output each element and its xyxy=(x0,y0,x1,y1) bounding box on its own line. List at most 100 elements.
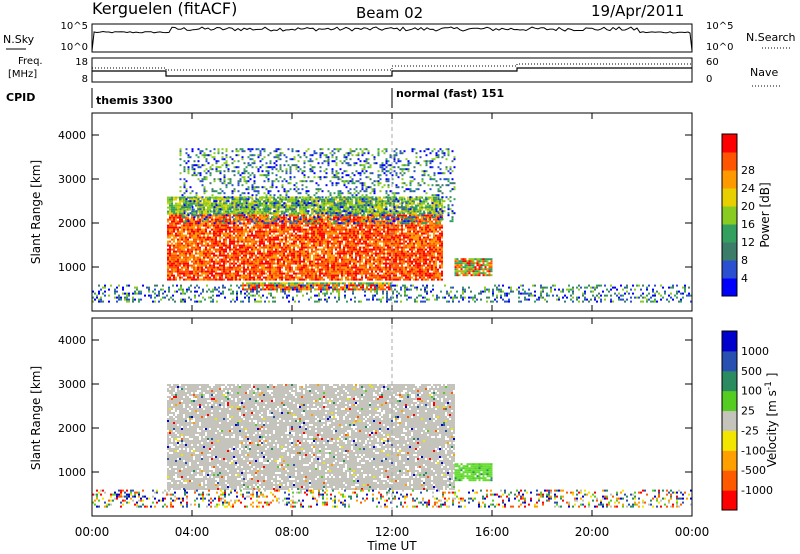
power-cell xyxy=(363,248,365,251)
power-cell xyxy=(251,262,253,265)
power-cell xyxy=(415,216,417,219)
power-cell xyxy=(429,204,431,207)
power-cell xyxy=(283,222,285,225)
power-cell xyxy=(215,212,217,215)
power-cell xyxy=(311,200,313,203)
power-cell xyxy=(169,246,171,249)
power-cell xyxy=(251,250,253,253)
power-cell xyxy=(303,260,305,263)
power-cell xyxy=(415,246,417,249)
power-cell xyxy=(205,250,207,253)
power-cell xyxy=(235,226,237,229)
power-cell xyxy=(385,264,387,267)
power-cell xyxy=(327,198,329,201)
power-cell xyxy=(219,234,221,237)
power-cell xyxy=(409,228,411,231)
power-cell xyxy=(437,272,439,275)
power-cell xyxy=(251,208,253,211)
power-cell xyxy=(393,226,395,229)
power-cell xyxy=(211,210,213,213)
power-cell xyxy=(415,264,417,267)
power-cell xyxy=(281,270,283,273)
power-cell xyxy=(201,202,203,205)
power-cell xyxy=(187,224,189,227)
power-cell xyxy=(331,254,333,257)
power-cell xyxy=(389,258,391,261)
power-cell xyxy=(301,200,303,203)
power-cell xyxy=(217,250,219,253)
power-cell xyxy=(433,270,435,273)
power-cell xyxy=(339,272,341,275)
power-cell xyxy=(177,206,179,209)
power-cell xyxy=(263,256,265,259)
power-cell xyxy=(319,238,321,241)
power-cell xyxy=(393,256,395,259)
power-cell xyxy=(419,240,421,243)
power-cell xyxy=(421,258,423,261)
power-cell xyxy=(291,196,293,199)
power-cell xyxy=(417,258,419,261)
power-cell xyxy=(375,254,377,257)
power-cell xyxy=(421,252,423,255)
power-cell xyxy=(293,206,295,209)
power-cell xyxy=(335,224,337,227)
power-cell xyxy=(403,268,405,271)
power-cell xyxy=(187,226,189,229)
power-cell xyxy=(409,276,411,279)
power-cell xyxy=(259,220,261,223)
power-cell xyxy=(205,236,207,239)
power-cell xyxy=(369,274,371,277)
power-cell xyxy=(167,258,169,261)
power-cell xyxy=(413,244,415,247)
power-cell xyxy=(293,212,295,215)
power-cell xyxy=(361,250,363,253)
power-cell xyxy=(413,214,415,217)
power-cell xyxy=(415,254,417,257)
power-cell xyxy=(345,230,347,233)
power-cell xyxy=(199,256,201,259)
power-cell xyxy=(301,228,303,231)
power-cell xyxy=(167,236,169,239)
power-cell xyxy=(329,270,331,273)
power-cell xyxy=(377,264,379,267)
power-cell xyxy=(363,252,365,255)
power-cell xyxy=(249,212,251,215)
power-cell xyxy=(195,246,197,249)
power-cell xyxy=(263,250,265,253)
power-cell xyxy=(249,222,251,225)
power-cell xyxy=(217,254,219,257)
power-cell xyxy=(219,268,221,271)
power-cell xyxy=(235,268,237,271)
power-cell xyxy=(395,264,397,267)
power-cell xyxy=(331,260,333,263)
power-cell xyxy=(219,206,221,209)
power-cell xyxy=(327,256,329,259)
power-cell xyxy=(427,216,429,219)
power-cell xyxy=(305,244,307,247)
power-cell xyxy=(179,232,181,235)
power-cell xyxy=(215,238,217,241)
power-cell xyxy=(205,210,207,213)
power-cell xyxy=(369,250,371,253)
power-cell xyxy=(221,242,223,245)
power-cell xyxy=(375,244,377,247)
power-cell xyxy=(345,222,347,225)
power-cell xyxy=(205,198,207,201)
power-cell xyxy=(313,202,315,205)
power-cell xyxy=(245,226,247,229)
power-cell xyxy=(247,244,249,247)
power-cell xyxy=(435,228,437,231)
power-cell xyxy=(195,274,197,277)
power-cell xyxy=(299,236,301,239)
power-cell xyxy=(305,236,307,239)
power-cell xyxy=(171,256,173,259)
power-cell xyxy=(399,260,401,263)
power-cell xyxy=(191,224,193,227)
power-cell xyxy=(329,240,331,243)
power-cell xyxy=(203,212,205,215)
power-cell xyxy=(267,266,269,269)
power-cell xyxy=(217,256,219,259)
power-cell xyxy=(399,196,401,199)
power-cell xyxy=(229,266,231,269)
power-cell xyxy=(399,242,401,245)
